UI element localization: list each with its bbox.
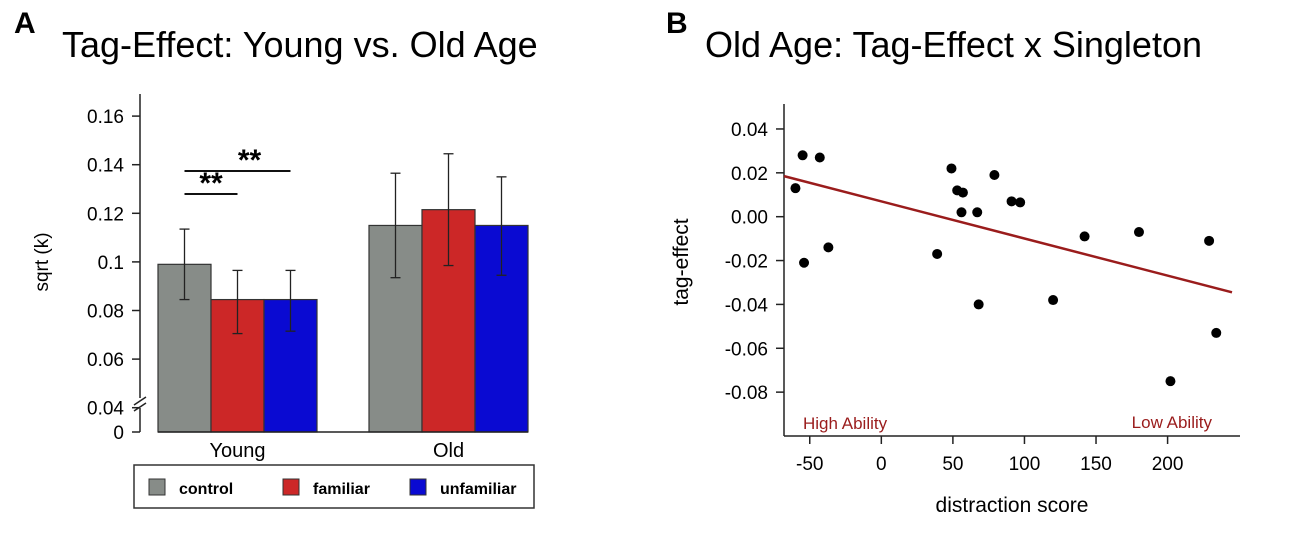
- y-tick-label: 0.04: [731, 120, 768, 141]
- data-point: [956, 207, 967, 218]
- annotation-low-ability: Low Ability: [1132, 413, 1213, 432]
- y-tick-label: 0.08: [87, 302, 124, 323]
- y-tick-label: -0.08: [725, 383, 768, 404]
- panel-b-letter: B: [666, 7, 688, 40]
- regression-line: [783, 174, 1233, 294]
- panel-a: A Tag-Effect: Young vs. Old Age sqrt (k)…: [14, 7, 538, 509]
- legend-box: [133, 464, 535, 509]
- x-label-old: Old: [433, 440, 464, 462]
- data-point: [790, 183, 801, 194]
- y-tick-label: 0.14: [87, 156, 124, 177]
- y-tick-label: -0.02: [725, 252, 768, 273]
- y-tick-label: 0.04: [87, 399, 124, 420]
- data-point: [1133, 227, 1144, 238]
- data-point: [973, 299, 984, 310]
- data-point: [1165, 376, 1176, 387]
- panel-b-axes: 0.04 0.02 0.00 -0.02 -0.04 -0.06 -0.08 -50 0 50 10…: [725, 104, 1240, 475]
- data-point: [1048, 295, 1059, 306]
- data-point: [797, 150, 808, 161]
- x-tick-label: -50: [796, 454, 823, 475]
- legend-swatch-unfamiliar: [409, 478, 427, 496]
- data-point: [989, 170, 1000, 181]
- panel-b-points: [790, 150, 1222, 387]
- data-point: [946, 163, 957, 174]
- panel-b-xlabel: distraction score: [936, 494, 1089, 517]
- panel-a-title: Tag-Effect: Young vs. Old Age: [62, 24, 538, 65]
- x-tick-label: 150: [1080, 454, 1112, 475]
- panel-b-title: Old Age: Tag-Effect x Singleton: [705, 24, 1202, 65]
- data-point: [957, 187, 968, 198]
- data-point: [823, 242, 834, 253]
- panel-a-x-labels: Young Old: [158, 431, 528, 462]
- y-tick-label: 0.00: [731, 208, 768, 229]
- data-point: [1211, 327, 1222, 338]
- data-point: [799, 257, 810, 268]
- y-tick-label: 0.06: [87, 350, 124, 371]
- y-tick-label: 0.12: [87, 204, 124, 225]
- x-tick-label: 50: [942, 454, 963, 475]
- y-tick-label: 0.16: [87, 107, 124, 128]
- y-tick-label: -0.06: [725, 339, 768, 360]
- annotation-high-ability: High Ability: [803, 414, 888, 433]
- y-tick-label: 0: [113, 423, 124, 444]
- panel-a-legend: control familiar unfamiliar: [133, 464, 535, 509]
- legend-label-familiar: familiar: [313, 481, 370, 498]
- data-point: [972, 207, 983, 218]
- significance-label: **: [199, 167, 223, 200]
- panel-b-fit-line: [783, 174, 1233, 294]
- panel-a-bars: [157, 153, 529, 433]
- panel-b: B Old Age: Tag-Effect x Singleton tag-ef…: [666, 7, 1240, 517]
- legend-label-control: control: [179, 481, 233, 498]
- x-tick-label: 0: [876, 454, 887, 475]
- data-point: [1204, 235, 1215, 246]
- axis-break-mark: [133, 396, 147, 406]
- data-point: [1015, 197, 1026, 208]
- y-tick-label: -0.04: [725, 295, 769, 316]
- panel-a-y-axis: 0.16 0.14 0.12 0.1 0.08 0.06 0.04 0: [87, 94, 147, 444]
- x-label-young: Young: [210, 440, 266, 462]
- panel-a-significance: ** **: [184, 144, 291, 200]
- panel-b-ylabel: tag-effect: [670, 218, 693, 305]
- data-point: [1006, 196, 1017, 207]
- data-point: [814, 152, 825, 163]
- y-tick-label: 0.02: [731, 164, 768, 185]
- legend-swatch-control: [148, 478, 166, 496]
- y-tick-label: 0.1: [98, 253, 124, 274]
- legend-swatch-familiar: [282, 478, 300, 496]
- legend-label-unfamiliar: unfamiliar: [440, 481, 516, 498]
- x-tick-label: 100: [1009, 454, 1041, 475]
- x-tick-label: 200: [1152, 454, 1184, 475]
- panel-a-ylabel: sqrt (k): [32, 232, 53, 291]
- significance-label: **: [238, 144, 262, 177]
- data-point: [1079, 231, 1090, 242]
- panel-a-letter: A: [14, 7, 36, 40]
- data-point: [932, 248, 943, 259]
